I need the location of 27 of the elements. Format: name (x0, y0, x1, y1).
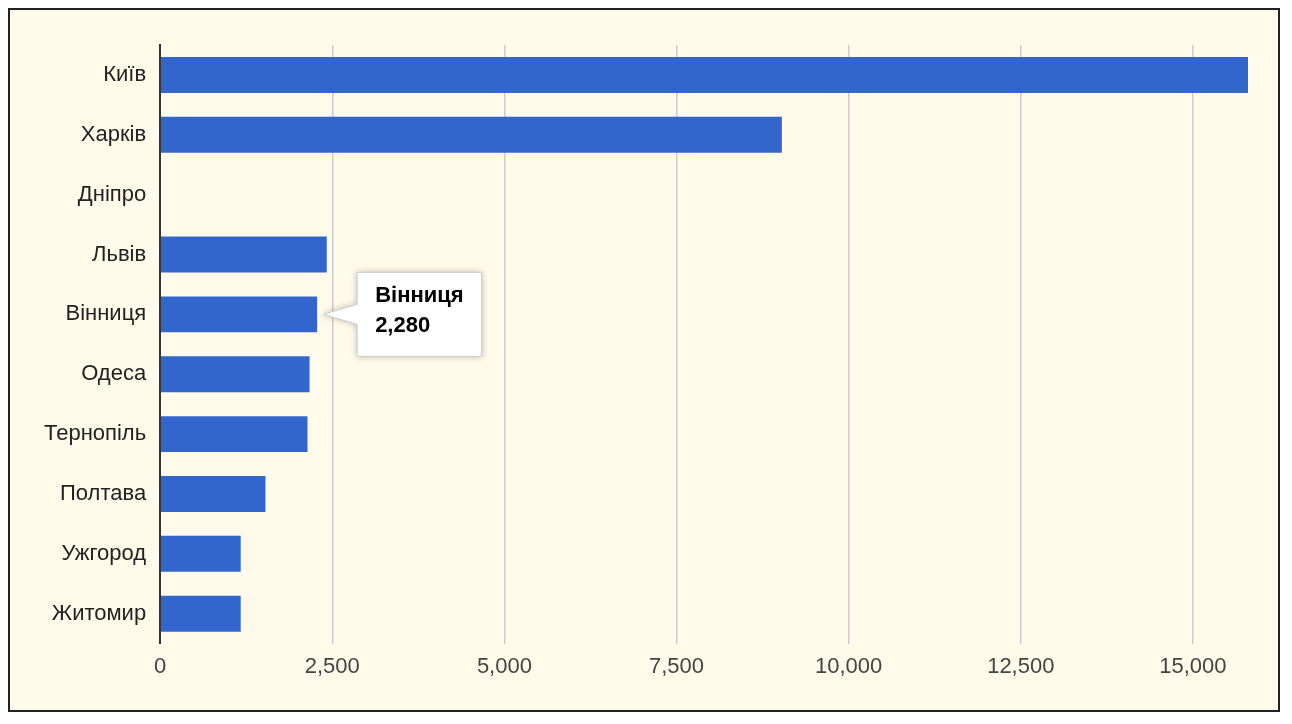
y-tick-label: Полтава (60, 480, 147, 506)
y-tick-label: Київ (103, 60, 147, 86)
y-tick-label: Вінниця (65, 300, 147, 326)
bar (160, 416, 308, 453)
bar (160, 116, 782, 153)
y-tick-label: Тернопіль (43, 420, 147, 446)
bar (160, 356, 310, 393)
x-tick-label: 0 (154, 652, 167, 678)
x-tick-label: 10,000 (815, 652, 883, 678)
y-tick-label: Одеса (81, 360, 147, 386)
x-tick-label: 15,000 (1159, 652, 1227, 678)
x-tick-label: 5,000 (476, 652, 532, 678)
y-tick-label: Харків (80, 120, 147, 146)
annotation: Вінниця 2,280 (375, 282, 464, 338)
y-tick-label: Дніпро (77, 180, 147, 206)
x-tick-label: 2,500 (304, 652, 360, 678)
y-tick-label: Ужгород (61, 539, 147, 565)
y-tick-label: Львів (91, 240, 147, 266)
bar (160, 236, 327, 273)
bar (160, 595, 241, 632)
bar (160, 535, 241, 572)
x-tick-label: 7,500 (649, 652, 705, 678)
bar (160, 56, 1248, 93)
bar (160, 296, 318, 333)
x-tick-label: 12,500 (987, 652, 1055, 678)
y-tick-label: Житомир (51, 599, 147, 625)
bar (160, 475, 266, 512)
